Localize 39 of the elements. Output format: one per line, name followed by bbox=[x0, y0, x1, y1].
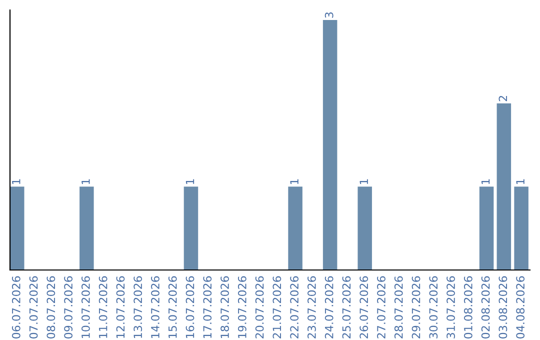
x-tick-label: 25.07.2026 bbox=[342, 276, 351, 338]
data-label: 1 bbox=[360, 179, 368, 184]
x-tick-label: 09.07.2026 bbox=[64, 276, 73, 338]
data-label: 1 bbox=[482, 179, 490, 184]
x-tick-label: 27.07.2026 bbox=[377, 276, 386, 338]
data-label: 3 bbox=[324, 12, 334, 18]
x-tick-label: 16.07.2026 bbox=[186, 276, 194, 338]
x-tick-label: 06.07.2026 bbox=[12, 276, 20, 338]
data-label: 1 bbox=[290, 179, 298, 184]
x-tick-label: 22.07.2026 bbox=[290, 276, 299, 338]
x-tick-label: 21.07.2026 bbox=[272, 276, 282, 338]
x-tick-label: 29.07.2026 bbox=[412, 276, 420, 338]
x-tick-label: 23.07.2026 bbox=[308, 276, 316, 338]
x-tick-label: 30.07.2026 bbox=[429, 276, 438, 338]
x-tick-label: 14.07.2026 bbox=[151, 276, 160, 338]
x-tick-label: 12.07.2026 bbox=[116, 276, 125, 338]
x-tick-label: 24.07.2026 bbox=[324, 276, 334, 338]
x-tick-label: 28.07.2026 bbox=[394, 276, 403, 338]
data-label: 1 bbox=[12, 179, 20, 184]
data-label: 2 bbox=[498, 96, 507, 102]
x-tick-label: 08.07.2026 bbox=[46, 276, 56, 338]
data-label: 1 bbox=[516, 179, 524, 184]
data-label: 1 bbox=[82, 179, 90, 184]
x-tick-label: 20.07.2026 bbox=[255, 276, 264, 338]
x-tick-label: 26.07.2026 bbox=[360, 276, 368, 338]
data-label: 1 bbox=[186, 179, 194, 184]
x-tick-label: 10.07.2026 bbox=[81, 276, 90, 338]
x-tick-label: 04.08.2026 bbox=[516, 276, 525, 338]
x-tick-label: 03.08.2026 bbox=[498, 276, 508, 338]
x-tick-label: 19.07.2026 bbox=[238, 276, 246, 338]
x-tick-label: 07.07.2026 bbox=[29, 276, 38, 338]
x-tick-label: 15.07.2026 bbox=[168, 276, 177, 338]
x-tick-label: 02.08.2026 bbox=[481, 276, 490, 338]
x-tick-label: 11.07.2026 bbox=[98, 276, 108, 338]
x-tick-label: 18.07.2026 bbox=[220, 276, 229, 338]
x-tick-label: 31.07.2026 bbox=[446, 276, 455, 338]
x-tick-label: 17.07.2026 bbox=[203, 276, 212, 338]
x-tick-label: 01.08.2026 bbox=[464, 276, 472, 338]
x-tick-label: 13.07.2026 bbox=[134, 276, 142, 338]
